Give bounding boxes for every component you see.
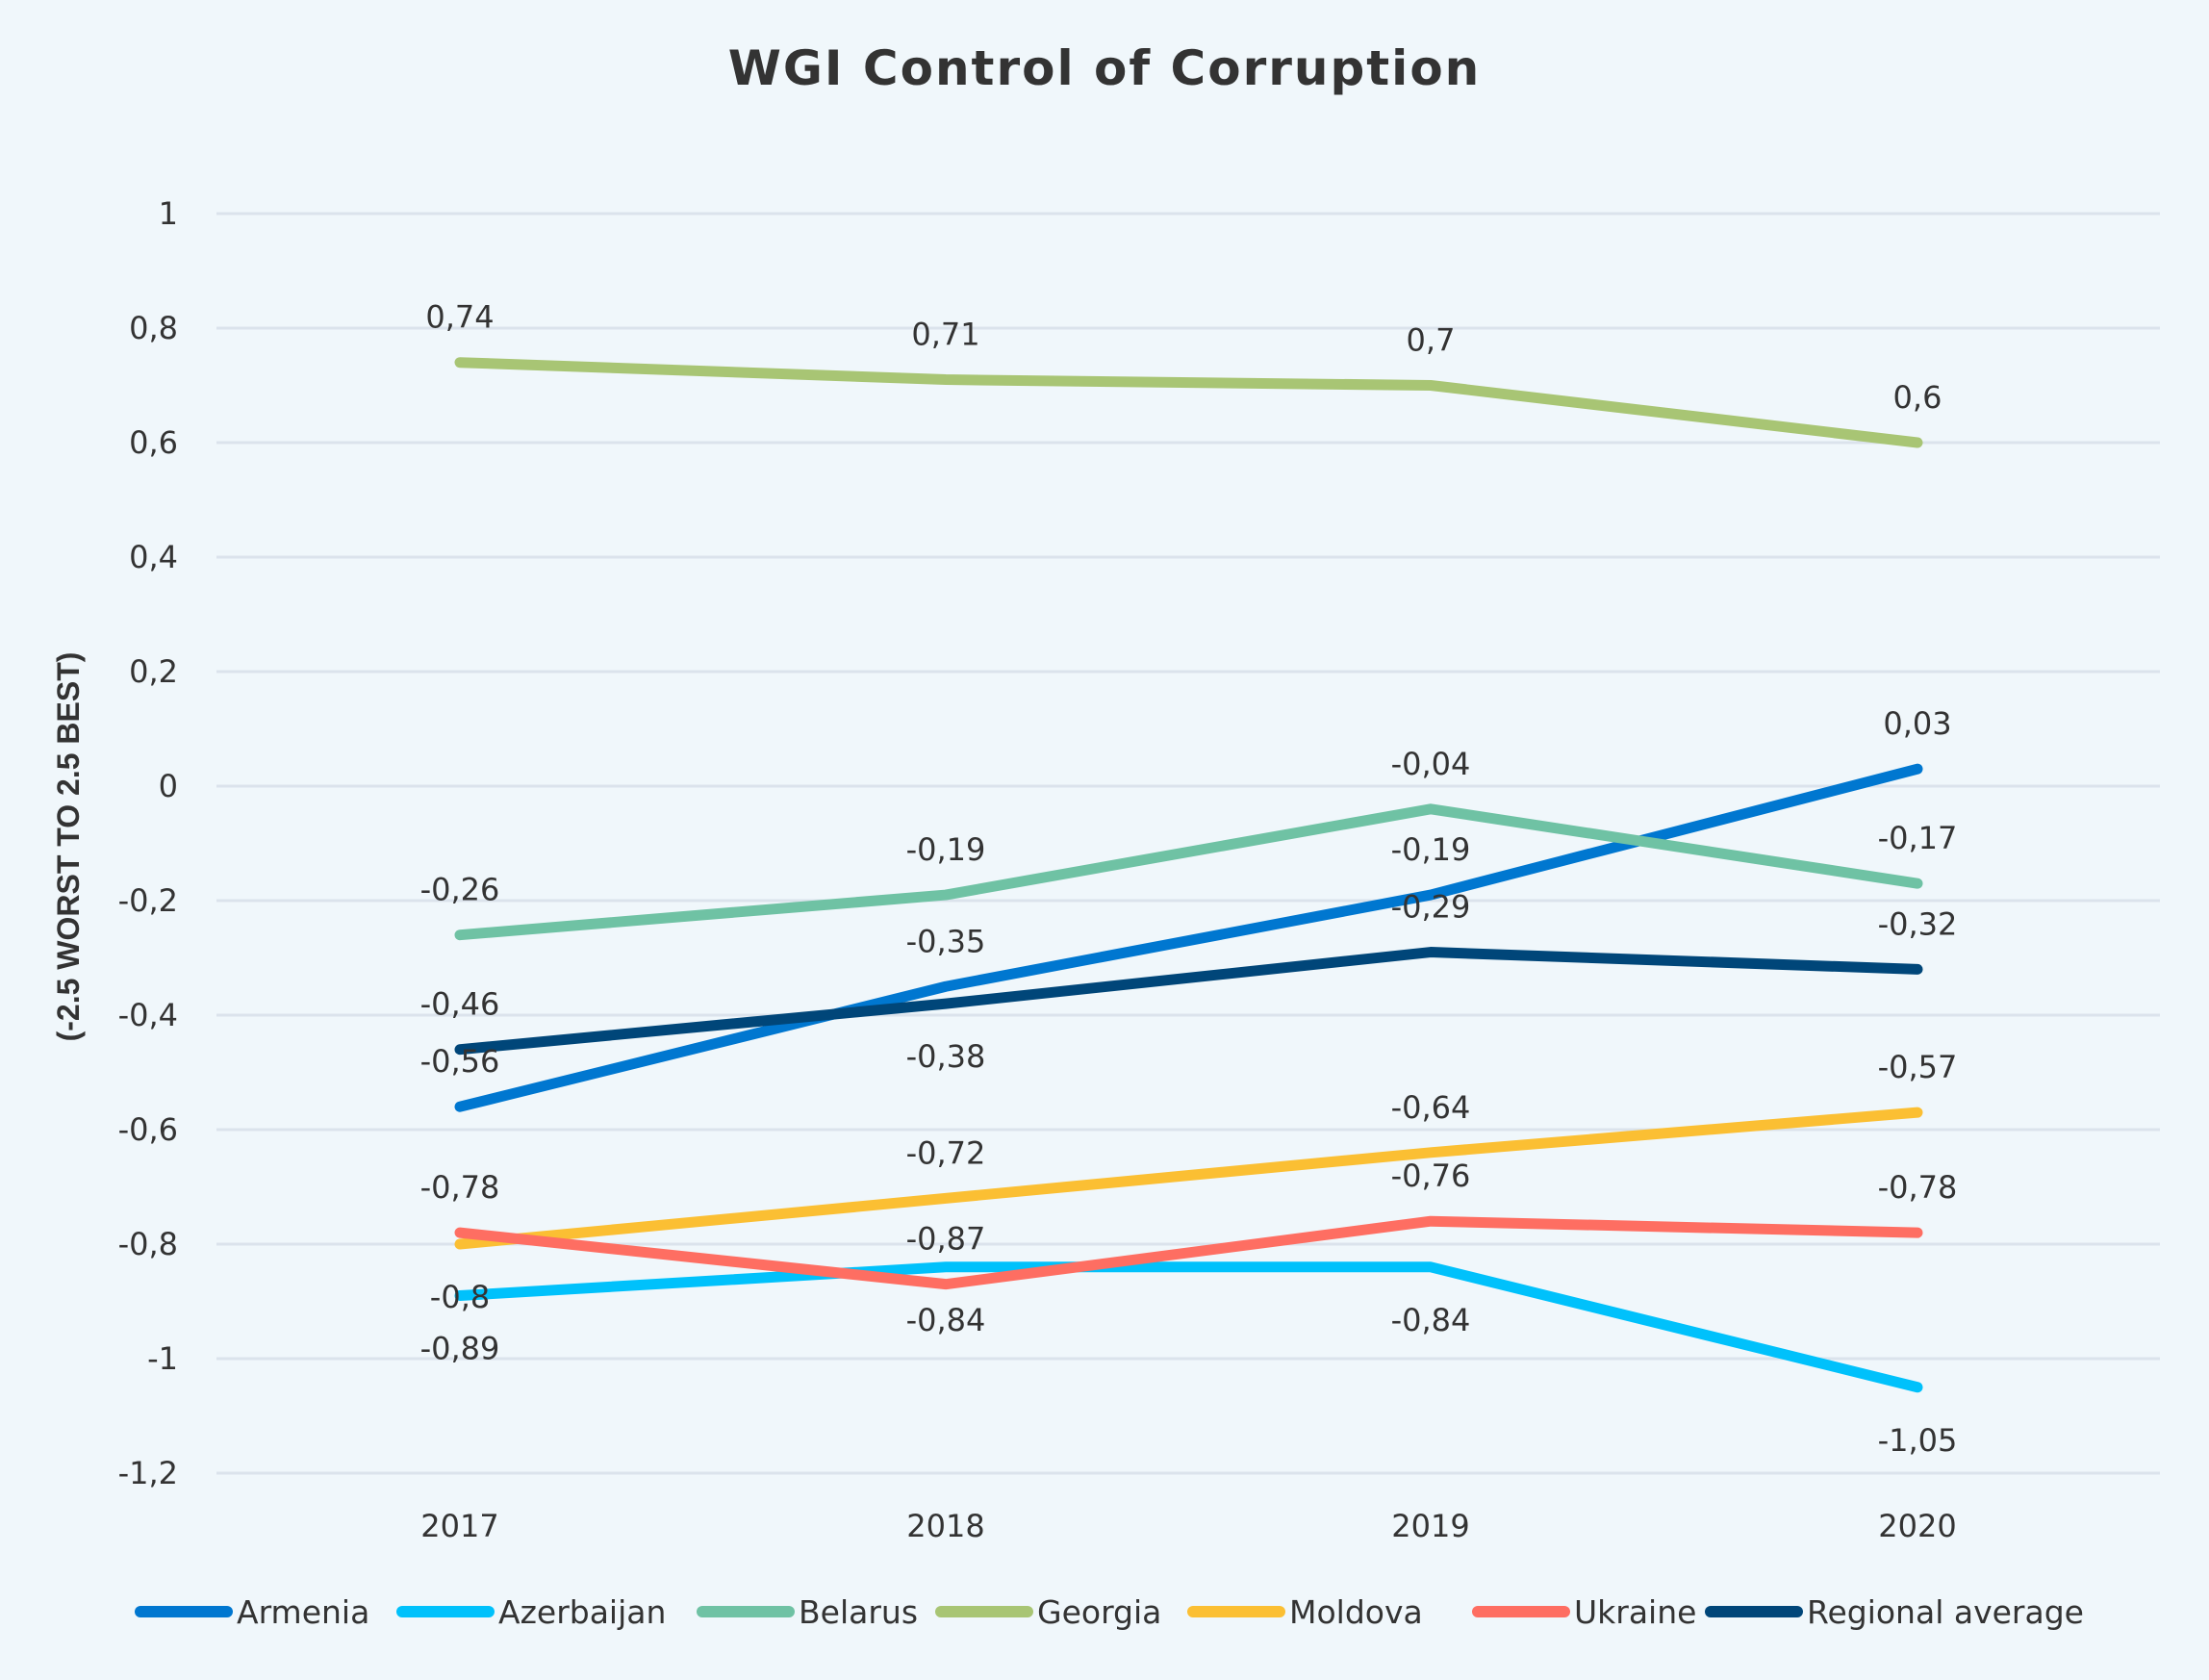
data-label: -0,56 xyxy=(420,1043,500,1080)
x-tick-label: 2017 xyxy=(420,1508,498,1544)
series-line-georgia xyxy=(454,357,1923,448)
data-label: -0,84 xyxy=(906,1302,986,1338)
series-line-armenia xyxy=(454,763,1923,1112)
data-label: -0,89 xyxy=(420,1331,500,1367)
legend-label: Moldova xyxy=(1289,1593,1423,1631)
data-label: -0,29 xyxy=(1391,889,1471,926)
y-axis-ticks: 1 0,8 0,6 0,4 0,2 0 -0,2 -0,4 -0,6 -0,8 -1 -1,2 xyxy=(118,195,178,1491)
legend-label: Regional average xyxy=(1807,1593,2084,1631)
y-tick-label: 0,8 xyxy=(129,310,178,346)
data-label: 0,74 xyxy=(425,299,494,336)
data-label: -0,46 xyxy=(420,986,500,1023)
series-line-belarus xyxy=(454,803,1923,941)
data-label: -0,26 xyxy=(420,872,500,908)
data-label: -0,78 xyxy=(1878,1169,1958,1206)
y-tick-label: -0,2 xyxy=(118,882,178,919)
data-label: 0,7 xyxy=(1407,322,1456,359)
data-label: -0,19 xyxy=(906,831,986,868)
x-tick-label: 2018 xyxy=(906,1508,984,1544)
y-tick-label: -1 xyxy=(147,1340,178,1377)
y-tick-label: -0,6 xyxy=(118,1111,178,1148)
legend-label: Armenia xyxy=(237,1593,369,1631)
series-lines xyxy=(454,357,1923,1393)
series-line-ukraine xyxy=(454,1215,1923,1290)
data-label: -0,57 xyxy=(1878,1049,1958,1085)
data-label: -0,04 xyxy=(1391,746,1471,782)
data-label: -0,38 xyxy=(906,1038,986,1075)
y-tick-label: -0,4 xyxy=(118,997,178,1033)
y-tick-label: 0,2 xyxy=(129,653,178,690)
data-label: -0,8 xyxy=(430,1279,490,1315)
series-line-azerbaijan xyxy=(454,1261,1923,1393)
data-label: -0,76 xyxy=(1391,1158,1471,1194)
y-tick-label: 1 xyxy=(159,195,178,232)
data-label: -0,72 xyxy=(906,1134,986,1171)
x-axis-ticks: 2017 2018 2019 2020 xyxy=(420,1508,1956,1544)
y-tick-label: 0 xyxy=(159,768,178,804)
data-labels: -0,56 -0,35 -0,19 0,03 -0,89 -0,84 -0,84 -1,05 -… xyxy=(420,299,1958,1459)
data-label: -0,19 xyxy=(1391,831,1471,868)
data-label: -0,35 xyxy=(906,923,986,959)
y-tick-label: -1,2 xyxy=(118,1455,178,1491)
legend: Armenia Azerbaijan Belarus Georgia Moldova Uk… xyxy=(135,1593,2084,1631)
series-line-regional-average xyxy=(454,947,1923,1056)
data-label: -0,78 xyxy=(420,1169,500,1206)
data-label: -0,32 xyxy=(1878,905,1958,942)
data-label: -0,84 xyxy=(1391,1302,1471,1338)
gridlines xyxy=(216,212,2160,1475)
data-label: -0,87 xyxy=(906,1221,986,1258)
data-label: 0,71 xyxy=(911,317,979,353)
data-label: 0,03 xyxy=(1883,705,1951,742)
y-axis-label: (-2.5 WORST TO 2.5 BEST) xyxy=(51,652,86,1042)
x-tick-label: 2019 xyxy=(1391,1508,1469,1544)
legend-label: Belarus xyxy=(799,1593,918,1631)
data-label: 0,6 xyxy=(1893,379,1942,416)
legend-label: Georgia xyxy=(1037,1593,1161,1631)
chart-title: WGI Control of Corruption xyxy=(728,40,1482,96)
y-tick-label: 0,4 xyxy=(129,539,178,575)
x-tick-label: 2020 xyxy=(1878,1508,1956,1544)
legend-label: Azerbaijan xyxy=(498,1593,666,1631)
data-label: -0,64 xyxy=(1391,1089,1471,1126)
data-label: -0,17 xyxy=(1878,820,1958,856)
data-label: -1,05 xyxy=(1878,1422,1958,1459)
y-tick-label: 0,6 xyxy=(129,424,178,461)
y-tick-label: -0,8 xyxy=(118,1226,178,1262)
legend-label: Ukraine xyxy=(1574,1593,1696,1631)
series-line-moldova xyxy=(454,1107,1923,1250)
